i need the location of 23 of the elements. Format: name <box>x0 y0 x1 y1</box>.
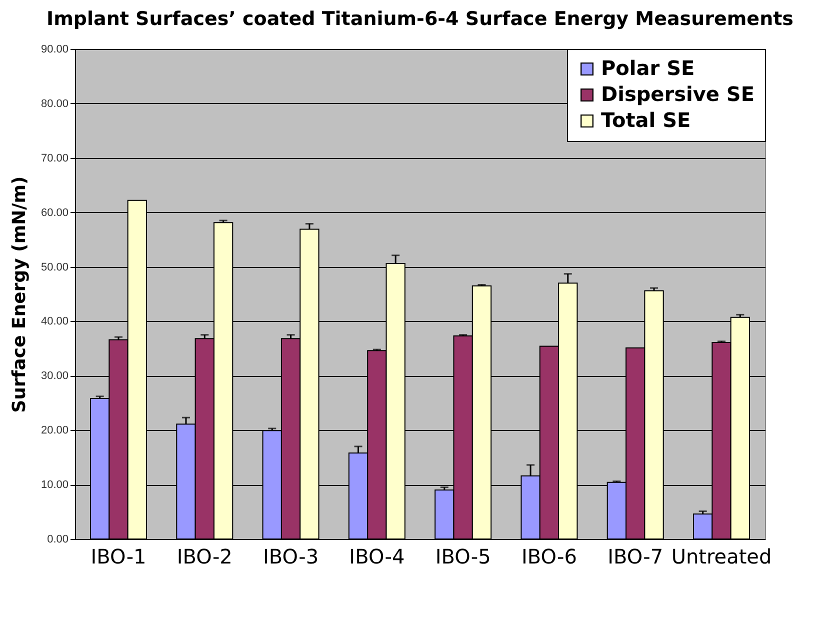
y-tick-label: 10.00 <box>40 479 68 492</box>
y-tick-label: 70.00 <box>40 152 68 164</box>
x-tick-label: IBO-2 <box>176 544 232 568</box>
legend-label: Dispersive SE <box>601 82 754 106</box>
x-tick-label: IBO-1 <box>90 544 146 568</box>
x-tick-label: IBO-7 <box>608 544 664 568</box>
x-tick-label: IBO-5 <box>435 544 491 568</box>
y-tick-label: 90.00 <box>40 44 68 56</box>
y-tick-label: 0.00 <box>47 534 68 546</box>
chart-title: Implant Surfaces’ coated Titanium-6-4 Surface Energy Measurements <box>46 8 794 30</box>
y-tick-label: 40.00 <box>40 316 68 328</box>
x-tick-label: IBO-6 <box>521 544 577 568</box>
y-tick-label: 80.00 <box>40 98 68 110</box>
y-tick-label: 60.00 <box>40 206 68 219</box>
y-tick-label: 30.00 <box>40 370 68 382</box>
legend-label: Polar SE <box>601 56 695 80</box>
y-tick-label: 50.00 <box>40 261 68 274</box>
x-tick-label: IBO-4 <box>349 544 405 568</box>
y-tick-label: 20.00 <box>40 424 68 437</box>
x-tick-label: IBO-3 <box>263 544 319 568</box>
y-axis-title: Surface Energy (mN/m) <box>8 176 30 413</box>
x-tick-label: Untreated <box>671 544 772 568</box>
legend-label: Total SE <box>601 108 691 132</box>
